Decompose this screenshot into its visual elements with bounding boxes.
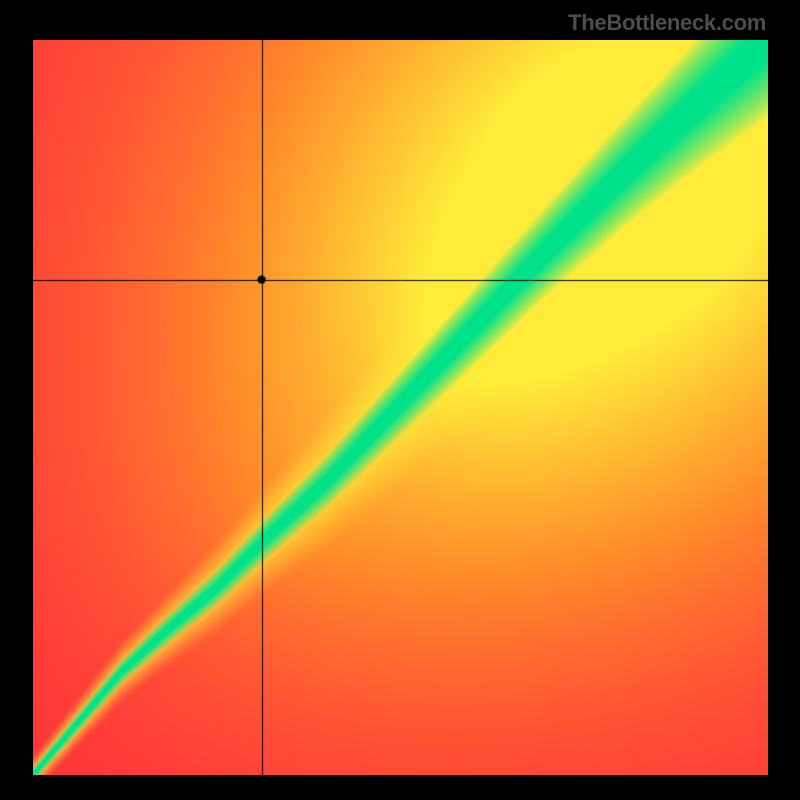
chart-root: TheBottleneck.com: [0, 0, 800, 800]
watermark-text: TheBottleneck.com: [568, 10, 766, 36]
heatmap-canvas: [33, 40, 768, 775]
